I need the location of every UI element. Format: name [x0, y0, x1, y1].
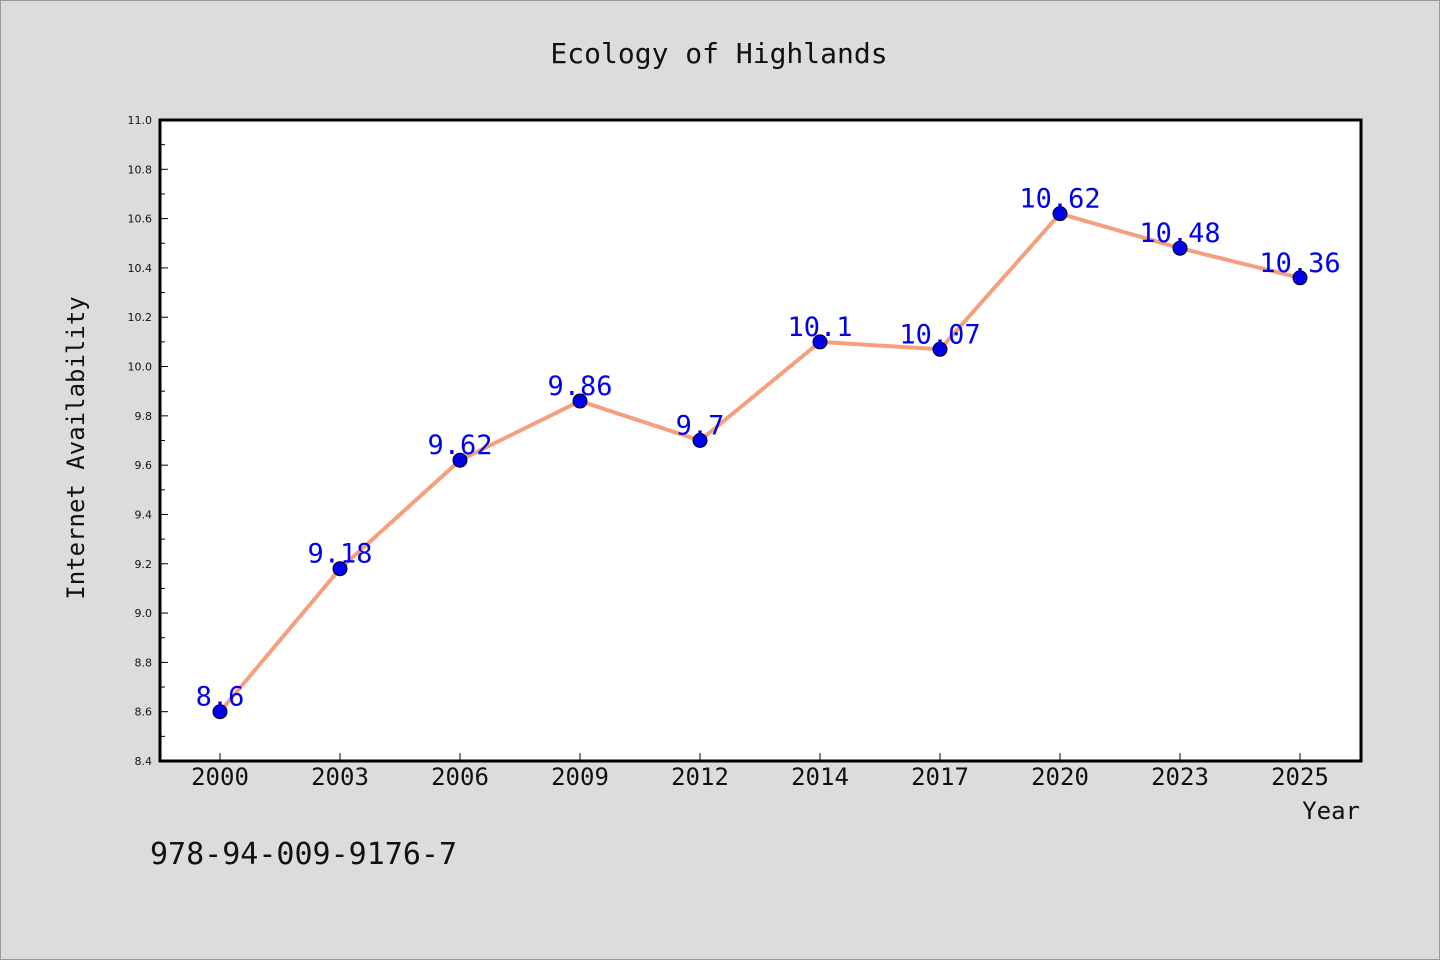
y-tick-label: 9.2 [135, 558, 153, 571]
y-tick-label: 10.6 [128, 213, 153, 226]
y-tick-label: 8.4 [135, 755, 153, 768]
y-tick-label: 9.8 [135, 410, 153, 423]
data-point [1292, 270, 1308, 286]
data-point [572, 393, 588, 409]
y-axis: 8.4 8.6 8.8 9.0 9.2 9.4 9.6 9.8 10.0 10.2 10.4 10.6… [128, 114, 168, 768]
data-label: 9.18 [307, 539, 372, 570]
data-label: 10.48 [1139, 218, 1220, 249]
y-tick-label: 8.8 [135, 656, 153, 669]
chart-title: Ecology of Highlands [550, 37, 887, 70]
y-tick-label: 8.6 [135, 706, 153, 719]
data-label: 10.62 [1019, 184, 1100, 215]
y-tick-label: 9.0 [135, 607, 153, 620]
x-tick-label: 2014 [791, 763, 849, 791]
x-axis: 2000 2003 2006 2009 2012 2014 2017 2020 2023 2025 [191, 753, 1329, 791]
data-point [692, 433, 708, 448]
y-tick-label: 11.0 [128, 114, 153, 127]
data-point [1052, 206, 1068, 222]
data-label: 8.6 [196, 682, 245, 713]
data-point [212, 704, 228, 720]
data-point [932, 341, 948, 357]
x-tick-label: 2012 [671, 763, 729, 791]
y-tick-label: 10.2 [128, 311, 153, 324]
series-internet-availability: 8.6 9.18 9.62 9.86 9.7 10.1 10.07 10.62 10.48 10.… [196, 184, 1341, 720]
y-tick-label: 9.4 [135, 508, 153, 521]
data-point [1172, 240, 1188, 256]
x-tick-label: 2000 [191, 763, 249, 791]
x-tick-label: 2003 [311, 763, 369, 791]
y-tick-label: 9.6 [135, 459, 153, 472]
data-point [812, 334, 828, 350]
y-axis-label: Internet Availability [62, 296, 90, 599]
y-tick-label: 10.0 [128, 361, 153, 374]
x-axis-label: Year [1302, 797, 1360, 825]
x-tick-label: 2025 [1271, 763, 1329, 791]
isbn-text: 978-94-009-9176-7 [150, 837, 457, 872]
x-tick-label: 2023 [1151, 763, 1209, 791]
data-label: 10.1 [787, 312, 852, 343]
x-tick-label: 2009 [551, 763, 609, 791]
series-line [218, 211, 1301, 713]
data-point [452, 452, 468, 468]
x-tick-label: 2020 [1031, 763, 1089, 791]
y-tick-label: 10.4 [128, 262, 153, 275]
y-tick-label: 10.8 [128, 163, 153, 176]
data-label: 9.7 [676, 411, 725, 442]
data-label: 10.07 [899, 319, 980, 350]
data-label: 10.36 [1259, 248, 1340, 279]
plot-area [158, 118, 1363, 763]
x-tick-label: 2006 [431, 763, 489, 791]
x-tick-label: 2017 [911, 763, 969, 791]
data-label: 9.62 [427, 430, 492, 461]
data-label: 9.86 [547, 371, 612, 402]
data-point [332, 561, 348, 577]
